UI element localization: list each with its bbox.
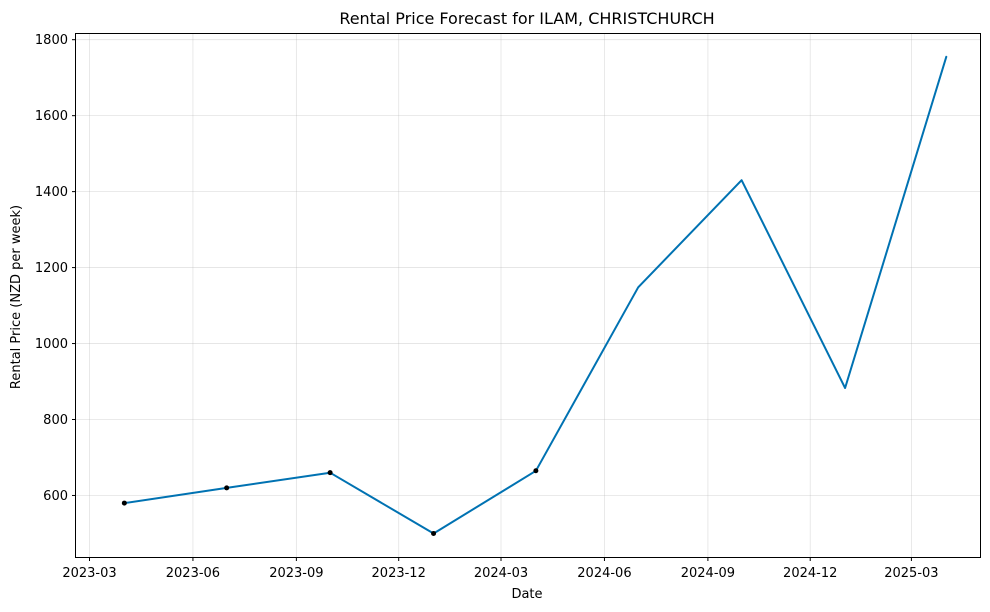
data-point: [121, 500, 127, 506]
series-line: [123, 55, 948, 535]
x-tick-label: 2023-09: [269, 566, 323, 581]
x-tick-label: 2024-03: [474, 566, 528, 581]
y-tick-label: 1600: [35, 109, 68, 124]
x-axis: 2023-03 2023-06 2023-09 2023-12 2024-03 2024-…: [62, 557, 939, 581]
y-tick-label: 1000: [35, 337, 68, 352]
y-tick-label: 1400: [35, 185, 68, 200]
chart-title: Rental Price Forecast for ILAM, CHRISTCH…: [339, 9, 714, 28]
plot-frame: [75, 33, 981, 558]
data-point: [533, 468, 539, 474]
x-tick-label: 2024-06: [577, 566, 631, 581]
y-axis-label: Rental Price (NZD per week): [9, 205, 24, 389]
data-point: [327, 470, 333, 476]
x-axis-label: Date: [511, 587, 542, 602]
x-tick-label: 2023-12: [372, 566, 426, 581]
y-tick-label: 1200: [35, 261, 68, 276]
y-tick-label: 600: [43, 489, 68, 504]
grid-lines: [76, 34, 980, 557]
y-tick-label: 800: [43, 413, 68, 428]
y-tick-label: 1800: [35, 33, 68, 48]
data-point: [224, 485, 230, 491]
x-tick-label: 2024-12: [783, 566, 837, 581]
x-tick-label: 2023-06: [166, 566, 220, 581]
x-tick-label: 2025-03: [884, 566, 938, 581]
x-tick-label: 2023-03: [62, 566, 116, 581]
x-tick-label: 2024-09: [681, 566, 735, 581]
data-point: [431, 530, 437, 536]
series-group: [121, 55, 948, 536]
y-axis: 600 800 1000 1200 1400 1600 1800: [35, 33, 76, 504]
